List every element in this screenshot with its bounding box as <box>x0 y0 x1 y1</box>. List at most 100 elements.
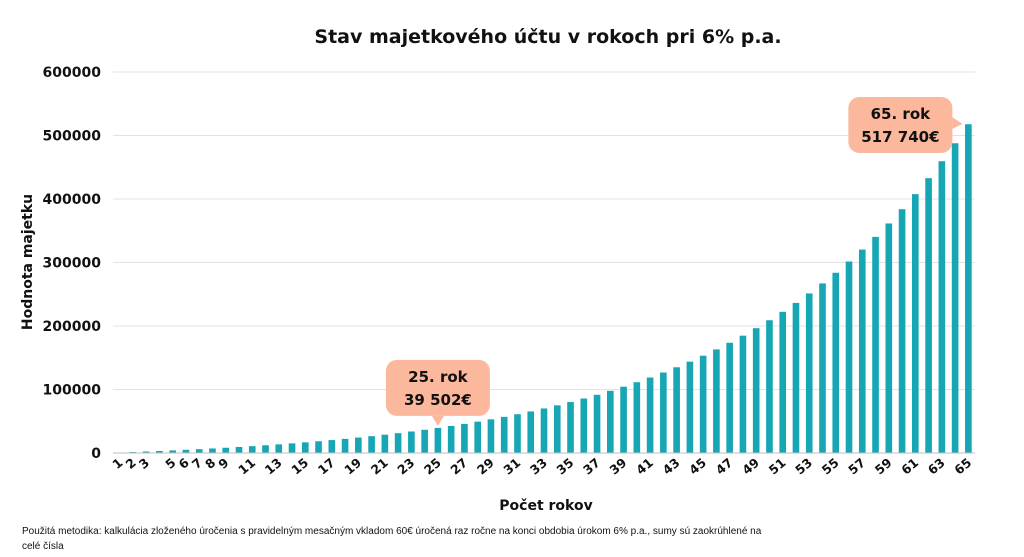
x-tick-label: 15 <box>288 455 311 478</box>
bar <box>487 419 495 453</box>
callout-year: 65. rok <box>871 105 931 123</box>
x-tick-label: 55 <box>819 455 842 478</box>
bar <box>898 209 906 453</box>
bar <box>580 398 588 453</box>
bar <box>474 421 482 453</box>
bar <box>858 249 866 453</box>
y-tick-label: 100000 <box>43 383 102 399</box>
bar <box>699 355 707 453</box>
x-tick-label: 8 <box>202 455 218 472</box>
x-tick-label: 2 <box>123 455 139 472</box>
bar <box>752 328 760 453</box>
bar <box>766 320 773 453</box>
bar <box>275 444 283 453</box>
chart-title: Stav majetkového účtu v rokoch pri 6% p.… <box>314 26 781 48</box>
bar <box>726 342 733 453</box>
x-tick-label: 27 <box>447 455 470 478</box>
gridlines <box>113 71 975 390</box>
y-tick-label: 300000 <box>43 256 102 272</box>
x-tick-label: 63 <box>925 455 948 478</box>
bar <box>514 414 521 453</box>
y-tick-label: 0 <box>91 446 101 462</box>
bar <box>262 445 269 453</box>
bar <box>222 447 230 453</box>
y-tick-label: 500000 <box>43 129 102 145</box>
bar <box>394 433 402 453</box>
bar <box>593 394 601 453</box>
bar <box>235 446 243 453</box>
x-tick-label: 13 <box>262 455 285 478</box>
bar <box>288 443 296 453</box>
bar <box>739 335 747 453</box>
bar <box>355 437 362 453</box>
x-tick-label: 6 <box>176 455 193 472</box>
x-tick-label: 57 <box>845 455 868 478</box>
bar <box>368 436 375 453</box>
callout-box <box>848 97 953 153</box>
bar <box>328 440 336 453</box>
x-tick-label: 47 <box>713 455 736 478</box>
bar <box>341 438 349 453</box>
x-tick-label: 61 <box>898 455 921 478</box>
bar <box>633 382 641 453</box>
bars <box>116 124 972 454</box>
x-tick-label: 51 <box>766 455 789 478</box>
callout-year: 25. rok <box>408 368 468 386</box>
bar <box>500 416 508 453</box>
x-tick-label: 9 <box>215 455 231 472</box>
bar <box>301 442 309 453</box>
x-tick-label: 11 <box>235 455 258 478</box>
methodology-footnote: Použitá metodika: kalkulácia zloženého ú… <box>22 526 762 552</box>
x-tick-label: 53 <box>792 455 815 478</box>
bar <box>209 448 216 453</box>
bar <box>156 450 163 453</box>
x-tick-label: 39 <box>607 455 630 478</box>
bar <box>686 361 694 453</box>
y-axis-ticks: 0 100000 200000 300000 400000 500000 600000 <box>43 65 102 462</box>
bar <box>713 349 720 453</box>
bar <box>553 405 561 453</box>
y-axis-label: Hodnota majetku <box>20 194 36 330</box>
x-tick-label: 1 <box>109 455 125 472</box>
bar <box>646 377 654 453</box>
annotation-callout: 65. rok 517 740€ <box>848 97 963 153</box>
x-tick-label: 41 <box>633 455 656 478</box>
x-tick-label: 21 <box>368 455 391 478</box>
bar <box>540 408 548 453</box>
x-tick-label: 19 <box>341 455 364 478</box>
bar <box>606 390 614 453</box>
x-tick-label: 25 <box>421 455 444 478</box>
x-tick-label: 7 <box>189 455 205 472</box>
bar <box>872 236 879 453</box>
bar-chart: Stav majetkového účtu v rokoch pri 6% p.… <box>20 26 975 514</box>
bar <box>660 372 667 453</box>
bar <box>779 311 787 453</box>
bar <box>142 451 150 453</box>
annotations: 25. rok 39 502€ 65. rok 517 740€ <box>385 97 963 426</box>
x-tick-label: 29 <box>474 455 497 478</box>
x-tick-label: 49 <box>739 455 762 478</box>
bar <box>805 293 813 453</box>
x-tick-label: 65 <box>951 455 974 478</box>
bar <box>447 425 455 453</box>
bar <box>951 143 959 454</box>
callout-pointer <box>952 117 963 129</box>
callout-value: 517 740€ <box>861 128 939 146</box>
bar <box>527 411 535 453</box>
y-tick-label: 400000 <box>43 192 102 208</box>
bar <box>912 194 919 453</box>
bar <box>620 386 627 453</box>
bar <box>408 431 415 453</box>
x-tick-label: 3 <box>136 455 152 472</box>
bar <box>315 441 322 453</box>
bar <box>885 223 893 453</box>
bar <box>673 367 680 453</box>
x-axis-label: Počet rokov <box>499 498 592 514</box>
x-tick-label: 33 <box>527 455 550 478</box>
x-tick-label: 35 <box>553 455 576 478</box>
bar <box>421 429 428 453</box>
bar <box>792 302 800 453</box>
x-tick-label: 23 <box>394 455 417 478</box>
x-tick-label: 43 <box>660 455 683 478</box>
